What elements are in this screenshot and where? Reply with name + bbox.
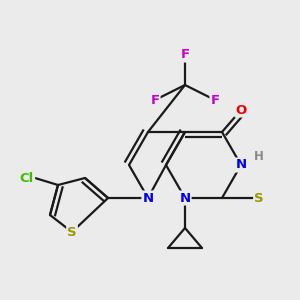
Text: O: O — [236, 103, 247, 116]
Text: N: N — [142, 191, 154, 205]
Text: F: F — [180, 49, 190, 62]
Text: N: N — [179, 191, 191, 205]
Text: S: S — [67, 226, 77, 238]
Text: F: F — [210, 94, 220, 106]
Text: F: F — [150, 94, 160, 106]
Text: Cl: Cl — [20, 172, 34, 184]
Text: H: H — [254, 151, 264, 164]
Text: N: N — [236, 158, 247, 172]
Text: S: S — [254, 191, 264, 205]
